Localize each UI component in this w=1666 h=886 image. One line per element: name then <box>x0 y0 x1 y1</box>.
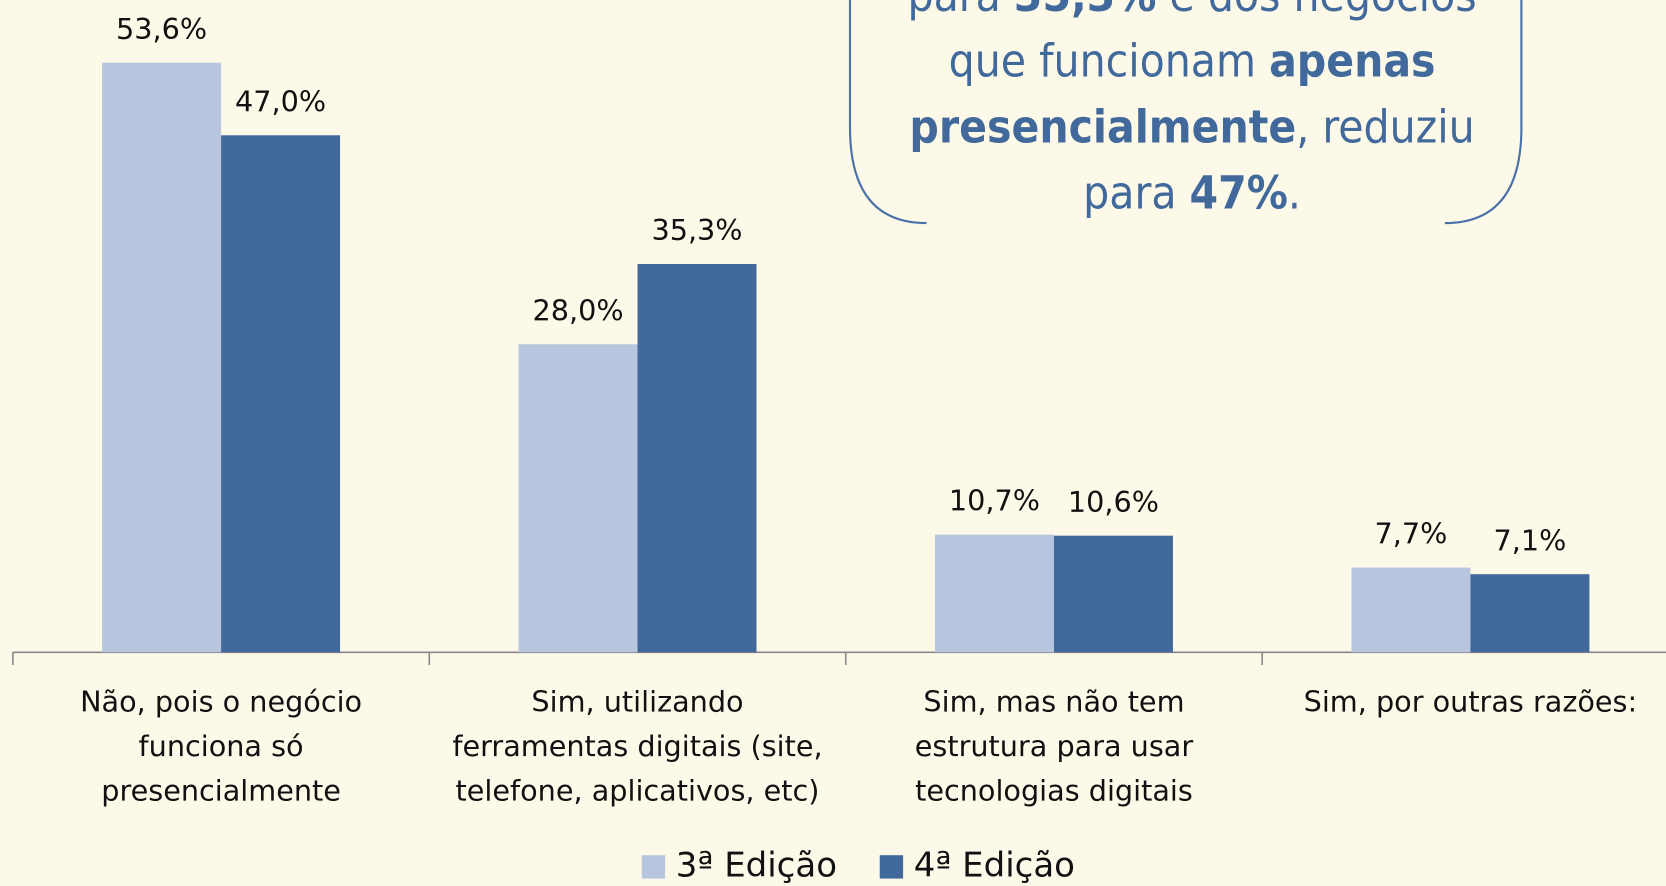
bar <box>1351 567 1471 653</box>
bar <box>1053 535 1173 653</box>
x-tick-label: presencialmente <box>101 774 341 808</box>
x-tick-label: tecnologias digitais <box>915 774 1193 808</box>
annotation-text: que funcionam <box>949 34 1269 87</box>
x-tick-label: Sim, utilizando <box>531 684 743 718</box>
x-tick-label: Sim, por outras razões: <box>1304 684 1638 718</box>
x-tick-label: estrutura para usar <box>915 729 1194 763</box>
data-label: 35,3% <box>651 213 742 247</box>
x-tick-label: telefone, aplicativos, etc) <box>456 774 820 808</box>
bar <box>221 135 341 653</box>
data-label: 7,7% <box>1374 517 1447 551</box>
annotation-line: presencialmente, reduziu <box>909 100 1474 153</box>
annotation-text: e dos negócios <box>1156 0 1476 21</box>
annotation-text: 35,3% <box>1014 0 1157 21</box>
x-tick-label: funciona só <box>139 729 304 763</box>
callout-border <box>1444 0 1523 225</box>
x-tick-label: Não, pois o negócio <box>80 684 362 718</box>
bar <box>102 62 222 653</box>
data-label: 10,6% <box>1068 485 1159 519</box>
legend-swatch <box>641 855 666 879</box>
annotation-line: para 47%. <box>1083 166 1301 219</box>
annotation-text: presencialmente <box>909 100 1296 153</box>
callout-border <box>848 0 927 225</box>
data-label: 47,0% <box>235 84 326 118</box>
annotation-line: que funcionam apenas <box>949 34 1436 87</box>
legend-swatch <box>879 855 904 879</box>
annotation-text: apenas <box>1269 34 1435 87</box>
x-tick-label: Sim, mas não tem <box>923 684 1184 718</box>
annotation-text: para <box>908 0 1014 21</box>
annotation-text: , reduziu <box>1296 100 1474 153</box>
data-label: 28,0% <box>532 293 623 327</box>
legend-label: 3ª Edição <box>676 845 837 885</box>
annotation-text: para <box>1083 166 1189 219</box>
data-label: 53,6% <box>116 12 207 46</box>
bar <box>934 534 1054 653</box>
annotation-text: . <box>1288 166 1301 219</box>
legend-label: 4ª Edição <box>914 845 1075 885</box>
bar <box>637 263 757 653</box>
bar <box>518 344 638 653</box>
annotation-line: para 35,3% e dos negócios <box>908 0 1477 21</box>
data-label: 7,1% <box>1493 523 1566 557</box>
annotation-text: 47% <box>1190 166 1288 219</box>
bar <box>1470 574 1590 653</box>
x-tick-label: ferramentas digitais (site, <box>452 729 822 763</box>
data-label: 10,7% <box>949 484 1040 518</box>
